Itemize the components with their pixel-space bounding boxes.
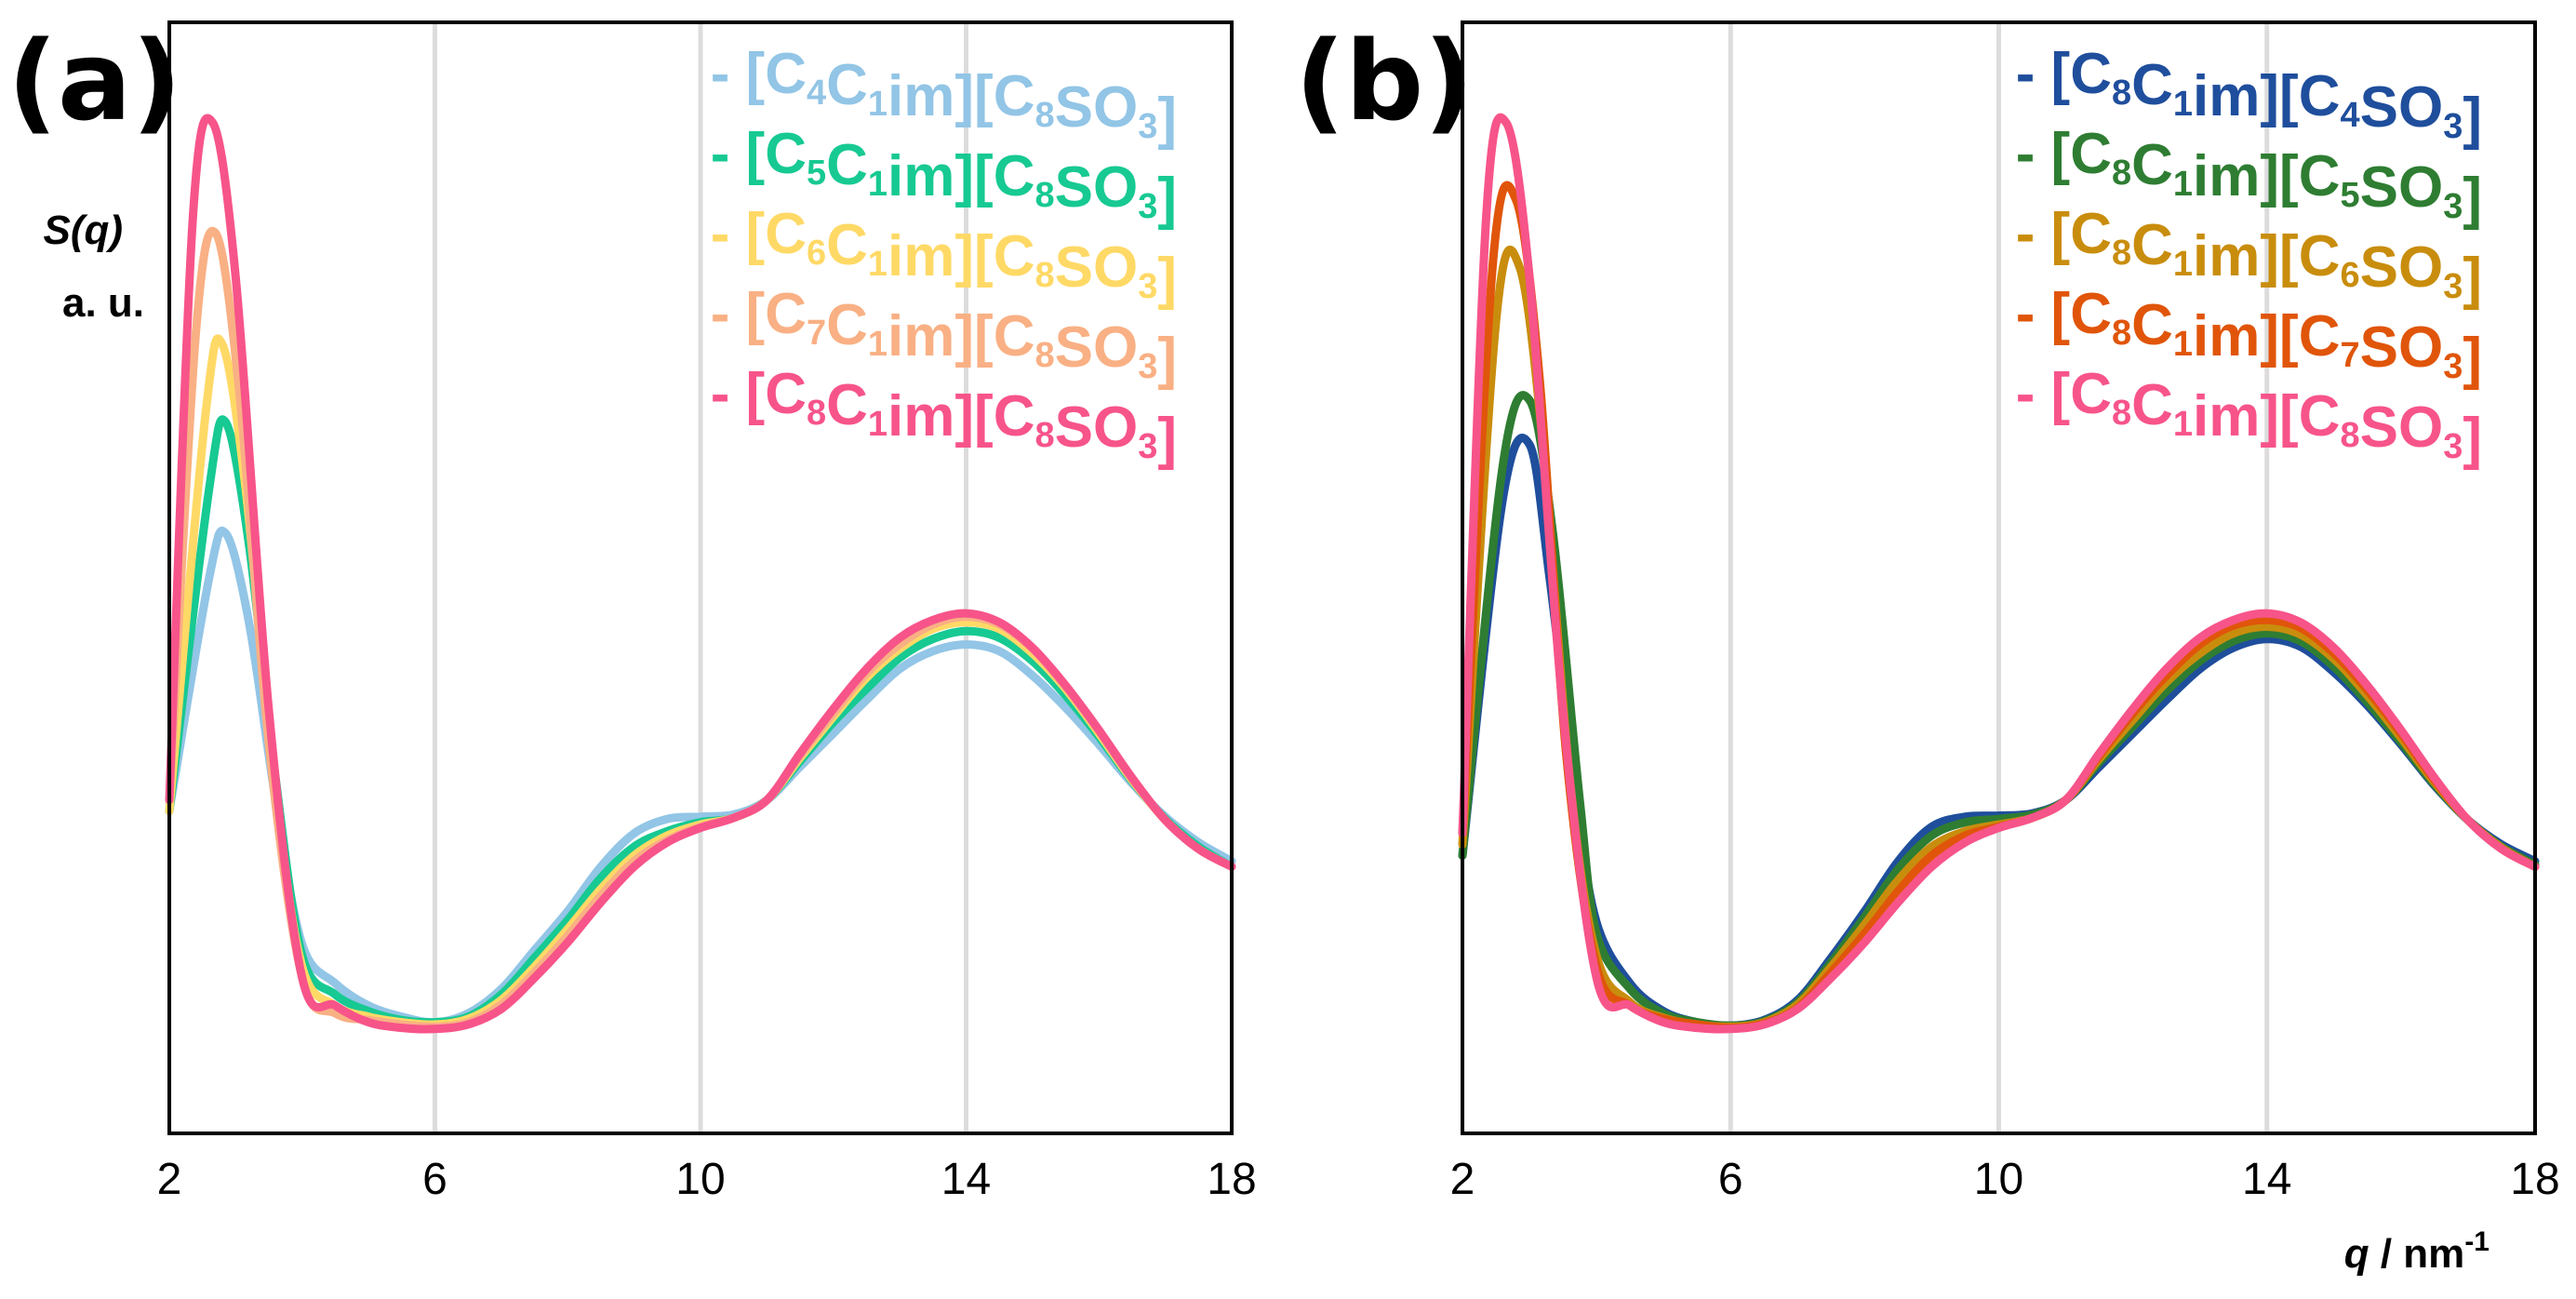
series-line-b-5: [1458, 113, 2540, 1034]
series-b: [1458, 113, 2540, 1034]
x-tick-label-18: 18: [2510, 1155, 2559, 1204]
series-line-b-2: [1458, 391, 2540, 1030]
x-tick-label-6: 6: [1718, 1155, 1743, 1204]
legend-b: - [C8C1im][C4SO3]- [C8C1im][C5SO3]- [C8C…: [2016, 42, 2482, 471]
x-tick-label-2: 2: [1450, 1155, 1475, 1204]
legend-a: - [C4C1im][C8SO3]- [C5C1im][C8SO3]- [C6C…: [711, 42, 1177, 471]
x-axis-title: q / nm-1: [2344, 1226, 2489, 1277]
x-tick-label-10: 10: [1974, 1155, 2023, 1204]
x-tick-label-2: 2: [157, 1155, 182, 1204]
y-axis-title-line2: a. u.: [62, 280, 144, 326]
legend-entry-b-4: - [C8C1im][C7SO3]: [2016, 282, 2482, 391]
x-ticks-b: 2 6 10 14 18: [1450, 1155, 2560, 1204]
panel-b: 2 6 10 14 18 - [C8C1im][C4SO3]- [C8C1im][C5S…: [1295, 17, 2560, 1204]
legend-entry-b-3: - [C8C1im][C6SO3]: [2016, 202, 2482, 311]
x-tick-label-6: 6: [422, 1155, 447, 1204]
panel-a: 2 6 10 14 18 - [C4C1im][C8SO3]- [C5C1im][C8S…: [7, 17, 1257, 1204]
y-axis-title-line1: S(q): [43, 208, 123, 253]
legend-entry-a-5: - [C8C1im][C8SO3]: [711, 362, 1177, 471]
legend-entry-a-3: - [C6C1im][C8SO3]: [711, 202, 1177, 311]
x-axis-title-sup: -1: [2464, 1226, 2489, 1257]
x-ticks-a: 2 6 10 14 18: [157, 1155, 1257, 1204]
x-axis-title-unit: / nm: [2369, 1231, 2465, 1277]
panel-label-b: (b): [1295, 17, 1474, 145]
legend-entry-b-5: - [C8C1im][C8SO3]: [2016, 362, 2482, 471]
legend-entry-a-4: - [C7C1im][C8SO3]: [711, 282, 1177, 391]
x-tick-label-14: 14: [2242, 1155, 2291, 1204]
legend-entry-b-2: - [C8C1im][C5SO3]: [2016, 122, 2482, 231]
series-line-a-5: [165, 114, 1236, 1034]
legend-entry-a-2: - [C5C1im][C8SO3]: [711, 122, 1177, 231]
series-a: [165, 114, 1236, 1034]
x-tick-label-14: 14: [941, 1155, 991, 1204]
legend-entry-b-1: - [C8C1im][C4SO3]: [2016, 42, 2482, 151]
plot-frame-a: [167, 20, 1234, 1135]
gridlines-b: [1728, 22, 2270, 1133]
gridlines-a: [433, 22, 968, 1133]
x-axis-title-main: q: [2344, 1231, 2369, 1277]
legend-entry-a-1: - [C4C1im][C8SO3]: [711, 42, 1177, 151]
panel-label-a: (a): [7, 17, 182, 145]
x-tick-label-18: 18: [1207, 1155, 1256, 1204]
x-tick-label-10: 10: [675, 1155, 725, 1204]
plot-frame-b: [1461, 20, 2537, 1135]
